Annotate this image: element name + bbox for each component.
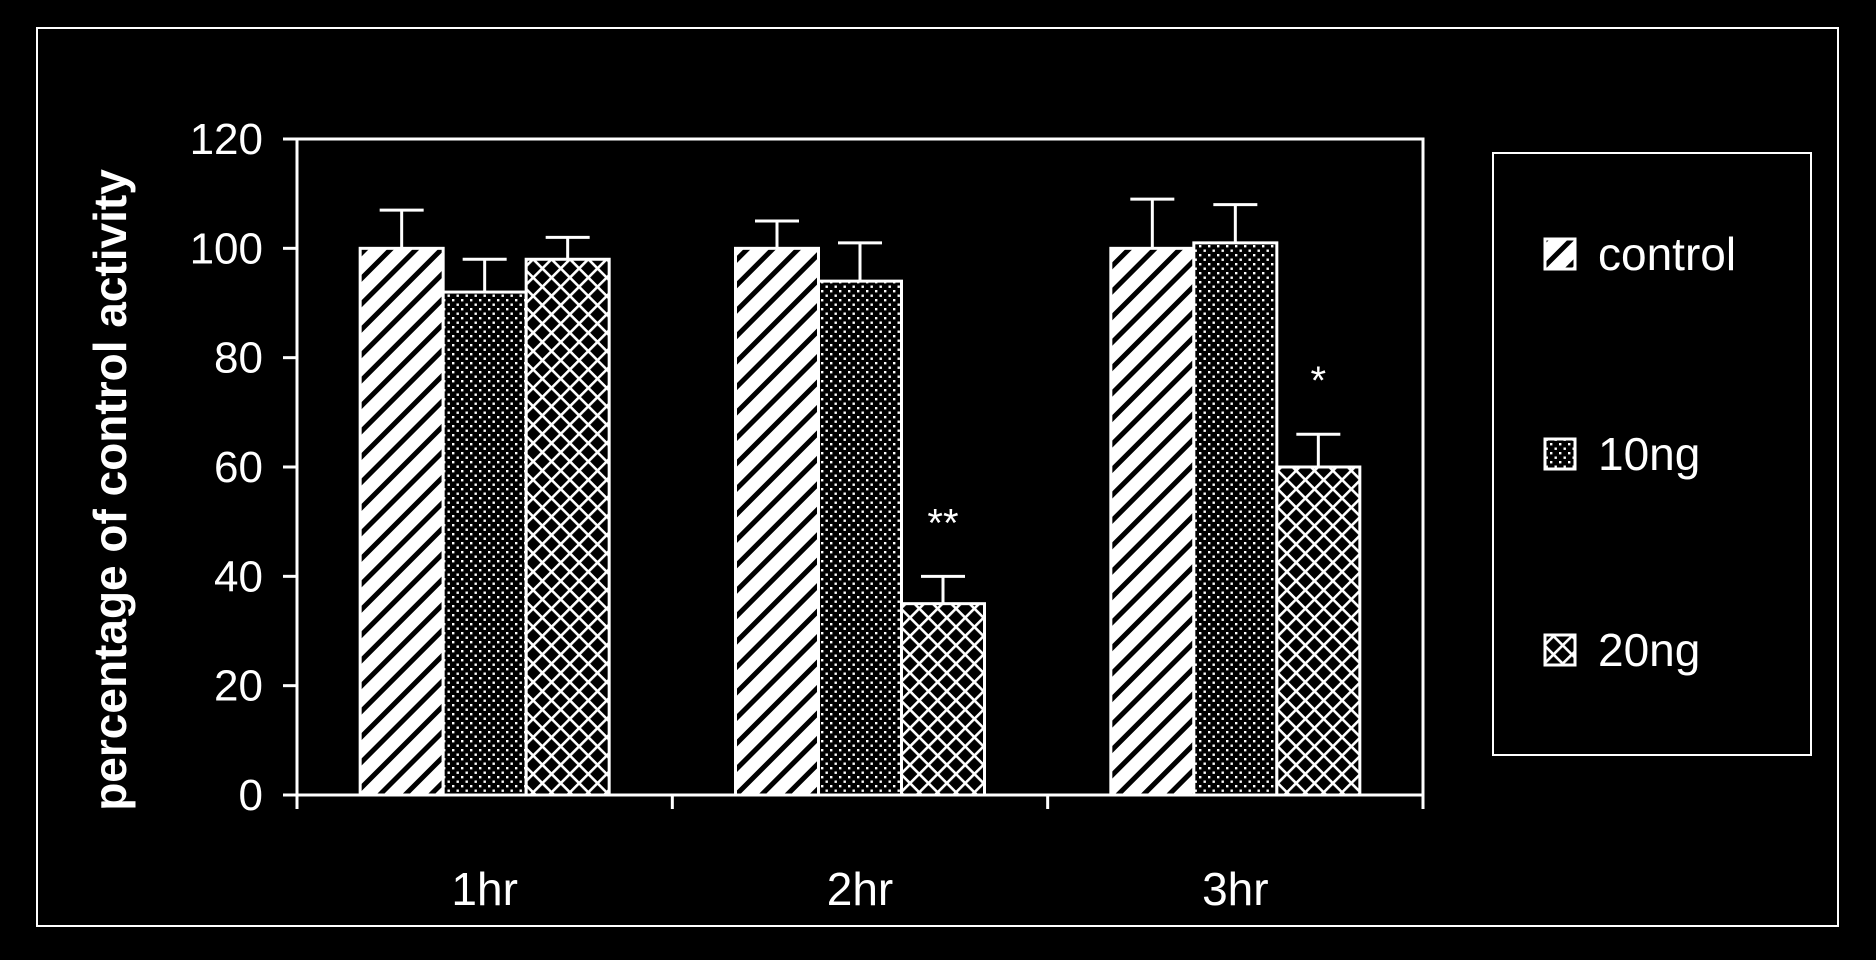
legend-label-10ng: 10ng [1598,428,1700,480]
legend-box [1492,152,1812,756]
legend-swatch-control [1543,237,1577,271]
y-tick-label: 100 [190,224,263,273]
legend-label-20ng: 20ng [1598,624,1700,676]
bar-20ng-3hr [1275,465,1362,797]
bars: *** [358,197,1362,797]
bar-10ng-1hr [441,290,528,797]
bar-10ng-2hr [817,279,903,797]
y-tick-label: 40 [214,552,263,601]
y-axis: 0 20 40 60 80 100 120 [190,115,297,820]
bar-10ng-3hr [1192,241,1279,797]
bar-20ng-2hr [900,602,986,797]
x-tick-label: 2hr [827,863,893,915]
x-axis: 1hr 2hr 3hr [295,795,1425,915]
y-axis-label: percentage of control activity [84,169,136,811]
bar-control-1hr [358,246,445,797]
legend-label-control: control [1598,228,1736,280]
legend-swatch-20ng [1543,633,1577,667]
y-tick-label: 60 [214,443,263,492]
y-tick-label: 120 [190,115,263,164]
legend: control 10ng 20ng [1543,228,1736,676]
y-tick-label: 0 [239,771,263,820]
bar-20ng-1hr [524,257,611,797]
significance-marker: * [1311,359,1327,403]
outer-frame [36,27,1839,927]
legend-swatch-10ng [1543,437,1577,471]
x-tick-label: 3hr [1202,863,1268,915]
x-tick-label: 1hr [451,863,517,915]
bar-control-3hr [1109,246,1196,797]
bar-control-2hr [734,246,820,797]
y-tick-label: 80 [214,334,263,383]
y-tick-label: 20 [214,662,263,711]
significance-marker: ** [927,501,958,545]
